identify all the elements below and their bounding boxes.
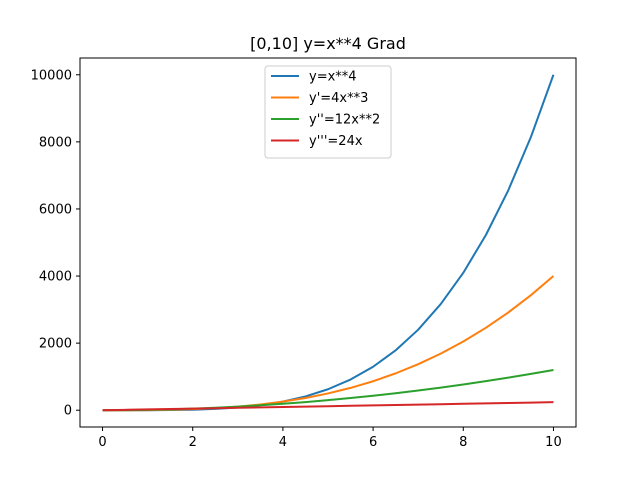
x-axis: 0 2 4 6 8 10: [98, 427, 562, 450]
plot-area: [102, 74, 555, 412]
legend-box: [264, 65, 392, 159]
chart-title: [0,10] y=x**4 Grad: [250, 34, 406, 53]
legend-label: y=x**4: [309, 70, 357, 85]
legend: y=x**4 y'=4x**3 y''=12x**2 y'''=24x: [264, 65, 392, 159]
x-tick-label: 8: [459, 435, 467, 450]
x-tick-label: 6: [369, 435, 377, 450]
legend-label: y'''=24x: [309, 134, 363, 149]
y-axis: 0 2000 4000 6000 8000 10000: [31, 68, 80, 419]
x-tick-label: 2: [189, 435, 197, 450]
y-tick-label: 10000: [31, 68, 72, 83]
x-tick-label: 4: [279, 435, 287, 450]
y-tick-label: 6000: [39, 202, 72, 217]
y-tick-label: 8000: [39, 135, 72, 150]
legend-label: y''=12x**2: [309, 113, 380, 128]
legend-label: y'=4x**3: [309, 91, 368, 106]
axes-frame: [79, 57, 577, 428]
y-tick-label: 0: [64, 404, 72, 419]
y-tick-label: 4000: [39, 270, 72, 285]
y-tick-label: 2000: [39, 337, 72, 352]
x-tick-label: 0: [98, 435, 106, 450]
series-line-4: [102, 401, 554, 412]
x-tick-label: 10: [545, 435, 562, 450]
